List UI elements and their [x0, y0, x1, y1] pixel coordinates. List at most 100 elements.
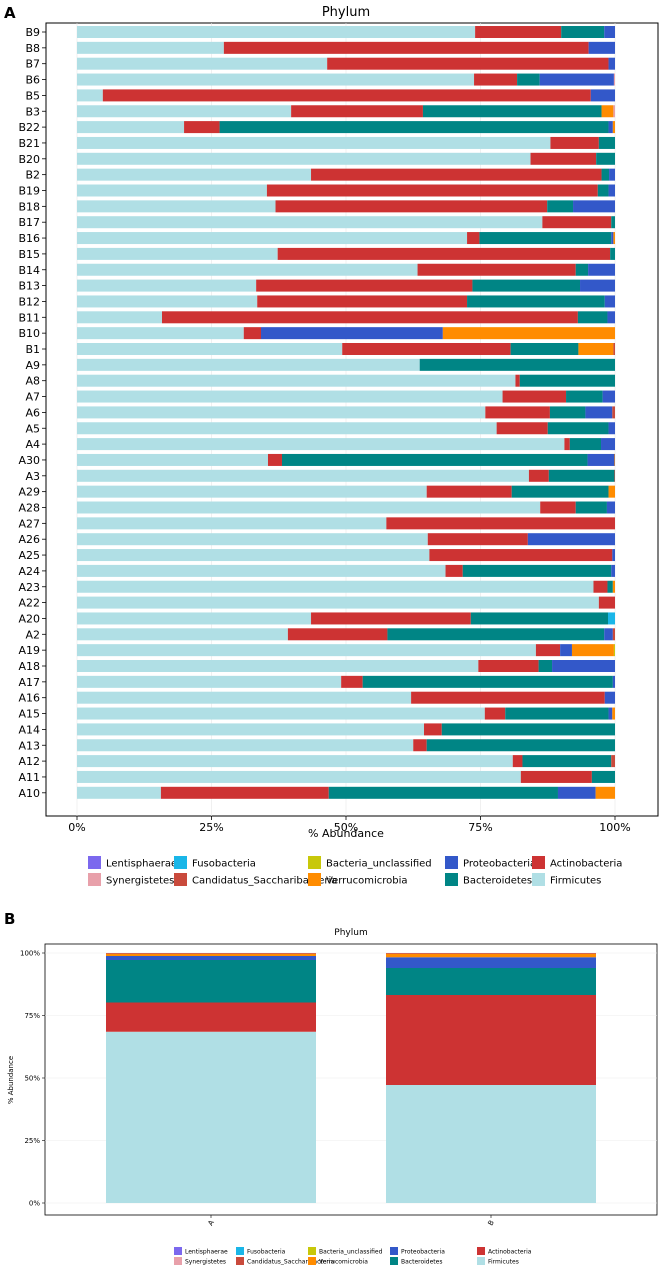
bar-a7 — [77, 390, 615, 403]
panel-a-x-tick-labels: 0% 25% 50% 75% 100% — [68, 816, 631, 834]
segment-firmicutes — [77, 327, 244, 340]
bar-a4 — [77, 438, 615, 451]
segment-proteobacteria — [560, 644, 572, 657]
segment-proteobacteria — [260, 327, 443, 340]
segment-proteobacteria — [608, 707, 613, 720]
segment-firmicutes — [77, 723, 425, 736]
legend-label: Synergistetes — [185, 1259, 226, 1266]
bar-a12 — [77, 755, 615, 768]
segment-proteobacteria — [552, 660, 615, 672]
y-tick-label-a7: A7 — [25, 391, 40, 404]
bar-a20 — [77, 612, 615, 625]
segment-proteobacteria — [585, 406, 613, 419]
y-tick-label-b21: B21 — [18, 137, 40, 150]
segment-proteobacteria — [607, 311, 615, 324]
legend-label: Firmicutes — [550, 876, 601, 887]
bar-b12 — [77, 295, 615, 308]
segment-bacteroidetes — [219, 121, 609, 134]
segment-verrucomicrobia — [608, 485, 615, 498]
segment-bacteroidetes — [281, 453, 588, 466]
legend-label: Candidatus_Saccharibacteria — [192, 876, 337, 887]
segment-synergistetes — [613, 105, 615, 118]
segment-bacteroidetes — [472, 279, 581, 292]
segment-actinobacteria — [223, 41, 589, 54]
legend-item-proteobacteria: Proteobacteria — [445, 856, 536, 870]
legend-item-bacteria-unclassified: Bacteria_unclassified — [308, 856, 432, 870]
segment-firmicutes — [77, 469, 529, 482]
y-tick-label-b16: B16 — [18, 232, 40, 245]
segment-firmicutes — [77, 374, 516, 387]
segment-bacteroidetes — [596, 152, 615, 165]
legend-label: Synergistetes — [106, 876, 174, 887]
segment-proteobacteria — [588, 41, 615, 54]
segment-firmicutes — [77, 358, 420, 371]
y-tick-label-b20: B20 — [18, 153, 40, 166]
segment-candidatus-saccharibacteria — [611, 755, 615, 768]
bar-a22 — [77, 596, 615, 609]
segment-bacteroidetes — [601, 168, 610, 181]
segment-proteobacteria — [611, 564, 615, 577]
segment-firmicutes — [77, 89, 103, 102]
segment-actinobacteria — [413, 739, 427, 752]
panel-b-y-tick-label: 50% — [24, 1075, 40, 1083]
segment-actinobacteria — [512, 755, 523, 768]
y-tick-label-a12: A12 — [18, 755, 40, 768]
segment-bacteroidetes — [611, 216, 615, 229]
segment-bacteroidetes — [610, 247, 615, 260]
bar-b22 — [77, 121, 615, 134]
bar-b13 — [77, 279, 615, 292]
segment-actinobacteria — [484, 707, 506, 720]
panel-b-y-axis-label: % Abundance — [7, 1056, 15, 1104]
segment-actinobacteria — [106, 1002, 316, 1032]
legend-label: Verrucomicrobia — [326, 876, 408, 887]
legend-item-synergistetes: Synergistetes — [174, 1257, 226, 1266]
segment-firmicutes — [77, 517, 387, 530]
segment-candidatus-saccharibacteria — [612, 628, 615, 641]
legend-item-firmicutes: Firmicutes — [477, 1257, 519, 1266]
segment-actinobacteria — [530, 152, 597, 165]
panel-b-label: B — [4, 910, 15, 928]
y-tick-label-b15: B15 — [18, 248, 40, 261]
segment-firmicutes — [77, 549, 430, 562]
segment-firmicutes — [77, 136, 551, 149]
segment-bacteroidetes — [422, 105, 602, 118]
segment-firmicutes — [77, 533, 428, 546]
segment-firmicutes — [77, 564, 446, 577]
bar-b21 — [77, 136, 615, 149]
segment-bacteroidetes — [467, 295, 605, 308]
segment-firmicutes — [77, 247, 278, 260]
segment-bacteria-unclassified — [613, 644, 615, 657]
segment-verrucomicrobia — [601, 105, 614, 118]
segment-candidatus-saccharibacteria — [386, 953, 596, 954]
panel-a-x-tick-label: 75% — [468, 821, 492, 834]
legend-swatch — [308, 1257, 316, 1265]
segment-bacteroidetes — [479, 232, 612, 245]
segment-proteobacteria — [609, 168, 615, 181]
segment-actinobacteria — [311, 612, 471, 625]
legend-item-proteobacteria: Proteobacteria — [390, 1247, 445, 1256]
bar-b20 — [77, 152, 615, 165]
y-tick-label-a28: A28 — [18, 502, 40, 515]
legend-label: Bacteria_unclassified — [319, 1249, 383, 1256]
segment-proteobacteria — [588, 263, 615, 276]
legend-swatch — [532, 873, 545, 886]
segment-firmicutes — [77, 691, 412, 704]
legend-label: Fusobacteria — [192, 859, 256, 870]
segment-actinobacteria — [341, 675, 363, 688]
panel-a-label: A — [4, 4, 16, 22]
panel-b-legend: Lentisphaerae Fusobacteria Bacteria_unclas… — [174, 1247, 532, 1266]
segment-actinobacteria — [386, 517, 615, 530]
segment-actinobacteria — [535, 644, 561, 657]
segment-bacteroidetes — [328, 786, 558, 799]
segment-firmicutes — [77, 739, 414, 752]
segment-proteobacteria — [608, 57, 615, 70]
legend-swatch — [308, 873, 321, 886]
segment-actinobacteria — [267, 453, 282, 466]
y-tick-label-b8: B8 — [25, 42, 40, 55]
bar-a8 — [77, 374, 615, 387]
segment-firmicutes — [77, 628, 288, 641]
legend-item-bacteroidetes: Bacteroidetes — [445, 873, 532, 887]
segment-proteobacteria — [587, 453, 615, 466]
legend-item-actinobacteria: Actinobacteria — [477, 1247, 532, 1256]
panel-a-x-tick-label: 100% — [599, 821, 630, 834]
